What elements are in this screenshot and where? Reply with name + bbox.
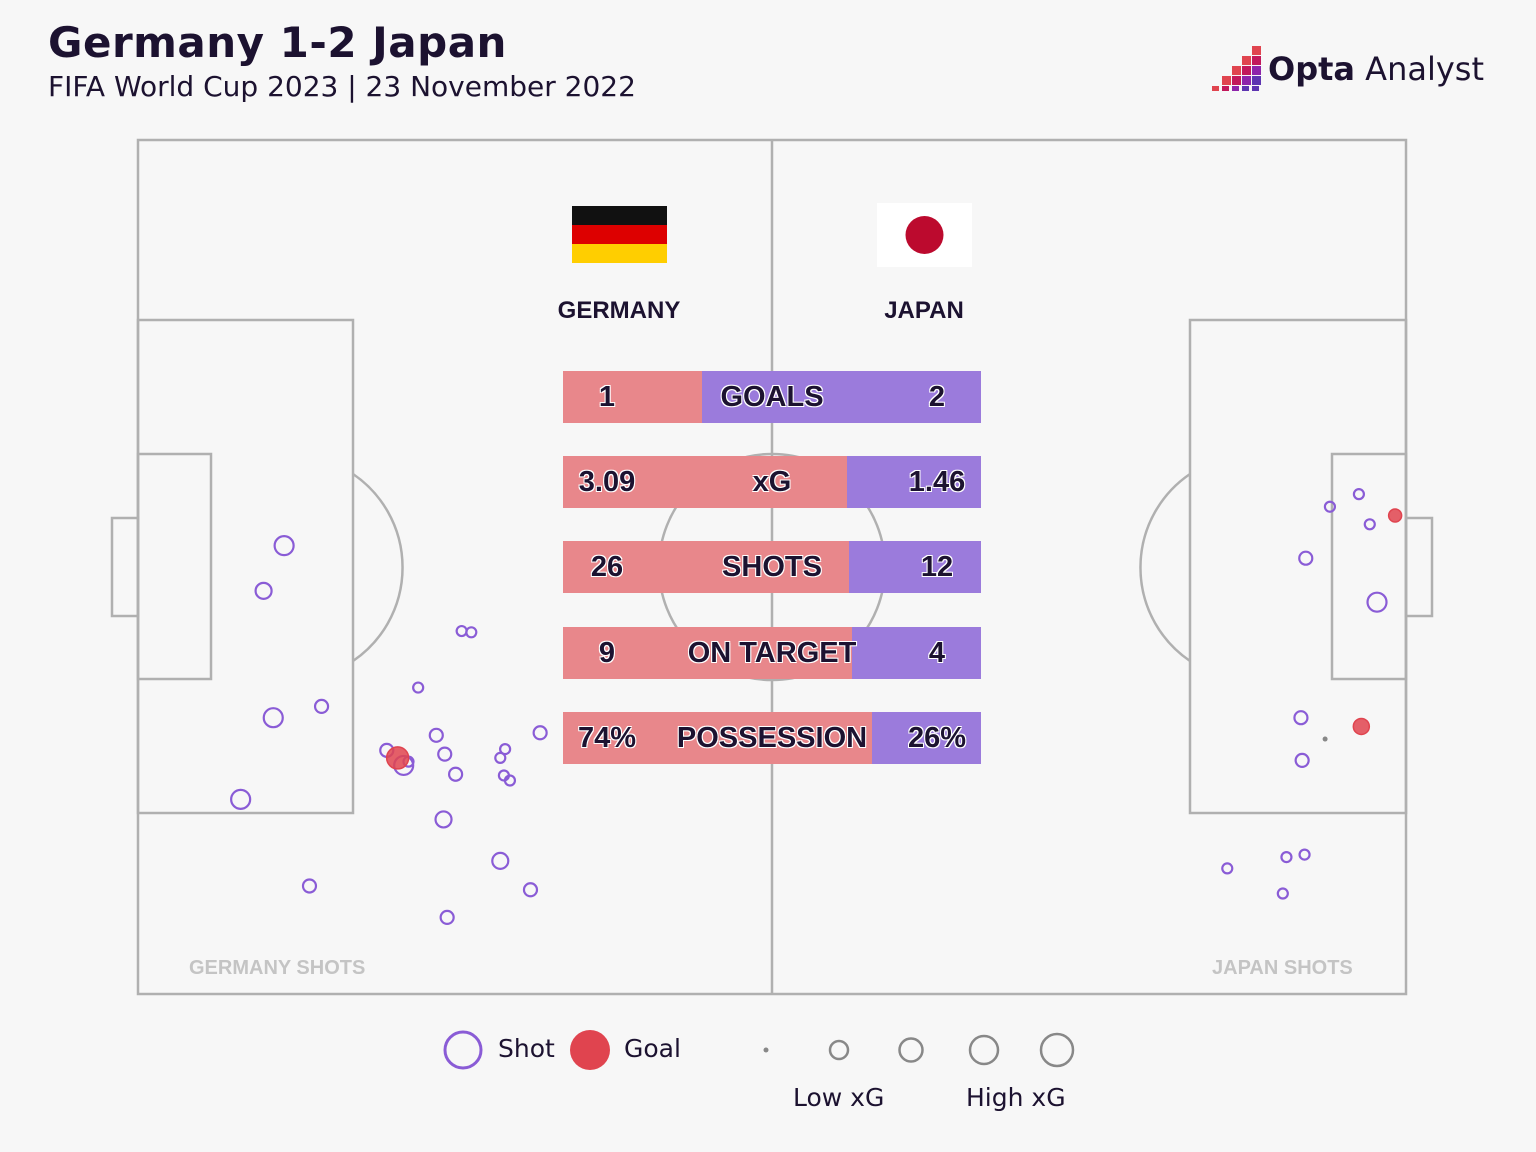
shot-marker bbox=[262, 707, 284, 729]
shot-marker bbox=[532, 725, 548, 741]
germany-stat-bar bbox=[563, 456, 847, 508]
legend-xg-size-marker bbox=[898, 1037, 924, 1063]
shot-marker bbox=[273, 535, 295, 557]
goal-marker bbox=[1387, 508, 1403, 523]
team-name-germany: GERMANY bbox=[557, 297, 681, 324]
shot-marker bbox=[522, 882, 539, 898]
shot-marker bbox=[1366, 591, 1388, 613]
brand-name: Opta Analyst bbox=[1268, 50, 1484, 88]
shot-marker bbox=[439, 909, 455, 925]
stat-row: 3.09 xG 1.46 bbox=[563, 456, 981, 508]
shot-marker bbox=[254, 581, 273, 600]
shot-marker bbox=[1298, 848, 1311, 861]
stat-row: 1 GOALS 2 bbox=[563, 371, 981, 423]
germany-stat-value: 1 bbox=[598, 381, 616, 413]
shot-marker bbox=[499, 743, 512, 756]
stat-row: 26 SHOTS 12 bbox=[563, 541, 981, 593]
shot-marker bbox=[1322, 736, 1328, 742]
stat-label: POSSESSION bbox=[676, 722, 868, 754]
germany-stat-value: 9 bbox=[598, 637, 616, 669]
shot-marker bbox=[494, 751, 507, 764]
germany-stat-bar bbox=[563, 627, 853, 679]
shot-marker bbox=[1221, 862, 1234, 875]
stat-row: 74% POSSESSION 26% bbox=[563, 712, 981, 764]
stat-label: ON TARGET bbox=[687, 637, 857, 669]
brand-logo: Opta Analyst bbox=[1212, 46, 1484, 96]
right-penalty-box bbox=[1188, 318, 1408, 815]
germany-stat-bar bbox=[563, 712, 873, 764]
shot-marker bbox=[1363, 518, 1376, 531]
shot-marker bbox=[434, 810, 453, 829]
right-penalty-arc bbox=[1139, 472, 1191, 663]
goal-marker bbox=[385, 746, 410, 770]
japan-flag-icon bbox=[877, 203, 972, 267]
germany-stat-value: 3.09 bbox=[578, 466, 636, 498]
stat-label: SHOTS bbox=[722, 551, 822, 583]
left-penalty-arc bbox=[352, 472, 404, 663]
shot-marker bbox=[1323, 500, 1337, 513]
stat-label: xG bbox=[752, 466, 792, 498]
japan-stat-value: 12 bbox=[920, 551, 954, 583]
germany-stat-value: 26 bbox=[590, 551, 624, 583]
legend-goal-label: Goal bbox=[624, 1034, 681, 1063]
japan-stat-value: 1.46 bbox=[908, 466, 966, 498]
shot-marker bbox=[465, 626, 478, 639]
shot-marker bbox=[503, 774, 517, 787]
japan-stat-value: 26% bbox=[907, 722, 967, 754]
germany-stat-bar bbox=[563, 541, 849, 593]
shot-marker bbox=[428, 727, 444, 743]
goal-marker bbox=[1352, 717, 1371, 736]
legend-xg-size-marker bbox=[763, 1047, 769, 1053]
legend-xg-size-marker bbox=[828, 1039, 850, 1061]
left-goal bbox=[110, 516, 140, 618]
legend-shot-label: Shot bbox=[498, 1034, 555, 1063]
left-six-yard-box bbox=[136, 452, 213, 681]
chart-subtitle: FIFA World Cup 2023 | 23 November 2022 bbox=[48, 70, 636, 103]
stat-row: 9 ON TARGET 4 bbox=[563, 627, 981, 679]
shot-marker bbox=[1293, 710, 1309, 726]
shot-marker bbox=[230, 788, 252, 810]
legend-xg-size-marker bbox=[968, 1034, 1000, 1066]
shot-marker bbox=[1352, 488, 1366, 501]
japan-stat-value: 4 bbox=[928, 637, 946, 669]
japan-shots-label: JAPAN SHOTS bbox=[1212, 957, 1353, 979]
shot-marker bbox=[1276, 887, 1289, 900]
shot-marker bbox=[313, 698, 330, 715]
shot-marker bbox=[1280, 851, 1293, 864]
right-goal bbox=[1404, 516, 1434, 618]
shot-marker bbox=[448, 766, 464, 782]
legend-xg-size-marker bbox=[1039, 1032, 1075, 1068]
germany-shots-label: GERMANY SHOTS bbox=[189, 957, 366, 979]
left-penalty-box bbox=[136, 318, 355, 815]
shot-marker bbox=[412, 681, 425, 694]
legend-low-xg-label: Low xG bbox=[793, 1083, 885, 1112]
shot-marker bbox=[301, 878, 318, 894]
shot-marker bbox=[1294, 752, 1310, 769]
legend-shot-marker bbox=[443, 1030, 483, 1070]
shot-marker bbox=[437, 746, 453, 762]
shot-marker bbox=[491, 851, 510, 870]
japan-stat-value: 2 bbox=[928, 381, 946, 413]
chart-title: Germany 1-2 Japan bbox=[48, 18, 507, 67]
right-six-yard-box bbox=[1330, 452, 1408, 681]
germany-stat-bar bbox=[563, 371, 703, 423]
brand-mark-icon bbox=[1212, 46, 1261, 91]
legend-goal-marker bbox=[570, 1030, 610, 1070]
germany-stat-value: 74% bbox=[577, 722, 637, 754]
team-name-japan: JAPAN bbox=[884, 297, 964, 324]
shot-marker bbox=[1298, 550, 1314, 566]
shot-marker bbox=[455, 624, 468, 638]
germany-flag-icon bbox=[572, 206, 667, 263]
stat-label: GOALS bbox=[720, 381, 824, 413]
legend-high-xg-label: High xG bbox=[966, 1083, 1066, 1112]
